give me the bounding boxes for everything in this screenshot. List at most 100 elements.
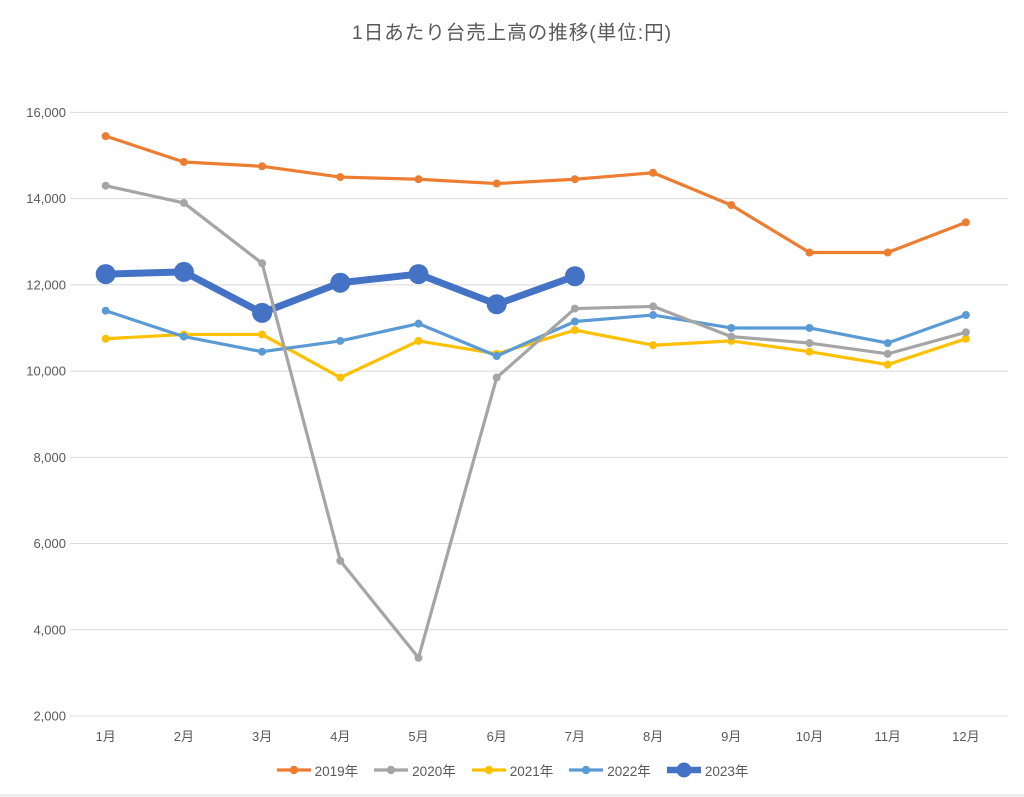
bottom-edge-line [0, 794, 1024, 797]
y-axis-tick-label: 4,000 [33, 622, 66, 637]
series-marker-2019 [649, 168, 658, 177]
series-line-2019 [104, 134, 968, 255]
legend-label-2019: 2019年 [314, 764, 359, 779]
series-marker-2020 [883, 349, 892, 358]
series-marker-2023 [564, 266, 585, 287]
legend-item-2020: 2020年 [373, 760, 456, 780]
series-marker-2020 [570, 304, 579, 313]
series-marker-2021 [101, 334, 110, 343]
y-axis-tick-label: 6,000 [33, 536, 66, 551]
series-marker-2020 [805, 339, 814, 348]
y-axis-tick-label: 12,000 [26, 277, 66, 292]
y-axis-tick-label: 14,000 [26, 191, 66, 206]
legend-label-2022: 2022年 [607, 764, 651, 779]
y-axis-tick-label: 2,000 [33, 709, 66, 724]
legend-swatch-2020-icon [374, 765, 409, 775]
series-marker-2023 [330, 272, 351, 293]
series-marker-2019 [101, 132, 110, 141]
series-marker-2020 [258, 259, 267, 268]
series-marker-2019 [883, 248, 892, 257]
x-axis-tick-label: 4月 [330, 729, 350, 744]
series-marker-2020 [414, 653, 423, 662]
legend-marker-sample [289, 765, 298, 775]
series-marker-2023 [173, 261, 194, 282]
series-marker-2023 [408, 264, 429, 285]
legend-label-2021: 2021年 [509, 764, 554, 779]
series-line-2022 [104, 309, 968, 358]
legend-marker-sample [484, 765, 493, 775]
series-marker-2022 [101, 306, 110, 315]
legend-item-2023: 2023年 [666, 760, 749, 780]
legend-item-2019: 2019年 [276, 760, 359, 780]
series-marker-2019 [727, 201, 736, 210]
chart-title: 1日あたり台売上高の推移(単位:円) [351, 22, 673, 44]
plot-area: 2,000 4,000 6,000 8,000 10,000 12,000 14,000 16… [26, 105, 1008, 744]
x-axis-tick-label: 6月 [487, 729, 507, 744]
series-marker-2020 [179, 198, 188, 207]
x-axis-tick-label: 1月 [96, 729, 116, 744]
series-marker-2020 [101, 181, 110, 190]
series-marker-2020 [492, 373, 501, 382]
series-marker-2019 [492, 179, 501, 188]
legend-marker-sample [582, 765, 591, 775]
series-marker-2020 [727, 332, 736, 341]
legend-marker-sample [676, 762, 692, 778]
x-axis-tick-label: 2月 [174, 729, 194, 744]
series-marker-2023 [486, 294, 507, 315]
y-axis-tick-label: 16,000 [26, 105, 66, 120]
series-marker-2020 [336, 556, 345, 565]
legend: 2019年 2020年 2021年 2022年 2023年 [0, 760, 1024, 780]
series-marker-2022 [336, 336, 345, 345]
series-marker-2019 [258, 162, 267, 171]
x-axis-tick-label: 5月 [408, 729, 428, 744]
legend-marker-sample [386, 765, 396, 775]
legend-item-2021: 2021年 [471, 760, 554, 780]
series-marker-2021 [883, 360, 892, 369]
series-marker-2019 [805, 248, 814, 257]
y-axis-tick-label: 8,000 [33, 450, 66, 465]
x-axis-tick-label: 9月 [721, 729, 741, 744]
series-marker-2022 [883, 339, 892, 348]
series-marker-2019 [961, 218, 970, 227]
series-marker-2021 [258, 330, 267, 339]
x-axis-tick-label: 10月 [796, 729, 823, 744]
legend-item-2022: 2022年 [568, 760, 651, 780]
series-marker-2022 [961, 311, 970, 320]
series-marker-2021 [961, 334, 970, 343]
legend-label-2020: 2020年 [412, 764, 456, 779]
legend-swatch-2023-icon [666, 762, 701, 778]
series-marker-2021 [805, 347, 814, 356]
series-marker-2022 [649, 311, 658, 320]
legend-swatch-2022-icon [569, 765, 604, 775]
series-marker-2023 [252, 302, 273, 323]
y-axis-tick-label: 10,000 [26, 364, 66, 379]
series-marker-2019 [336, 173, 345, 182]
series-marker-2022 [258, 347, 267, 356]
series-marker-2019 [414, 175, 423, 184]
series-marker-2020 [961, 328, 970, 337]
series-marker-2022 [179, 332, 188, 341]
series-marker-2022 [570, 317, 579, 326]
series-marker-2019 [179, 157, 188, 166]
series-marker-2021 [336, 373, 345, 382]
series-line-2020 [104, 184, 968, 660]
legend-swatch-2021-icon [471, 765, 506, 775]
legend-swatch-2019-icon [276, 765, 311, 775]
series-marker-2021 [570, 326, 579, 335]
series-marker-2022 [727, 323, 736, 332]
series-marker-2023 [95, 264, 116, 285]
series-marker-2020 [649, 302, 658, 311]
series-marker-2022 [492, 351, 501, 360]
x-axis-tick-label: 7月 [565, 729, 585, 744]
x-axis-tick-label: 12月 [952, 729, 979, 744]
series-marker-2019 [570, 175, 579, 184]
series-marker-2022 [805, 323, 814, 332]
series-marker-2022 [414, 319, 423, 328]
series-marker-2021 [414, 336, 423, 345]
series-marker-2021 [649, 341, 658, 350]
legend-label-2023: 2023年 [704, 764, 749, 779]
x-axis-tick-label: 8月 [643, 729, 663, 744]
x-axis-tick-label: 3月 [252, 729, 272, 744]
x-axis-tick-label: 11月 [874, 729, 901, 744]
